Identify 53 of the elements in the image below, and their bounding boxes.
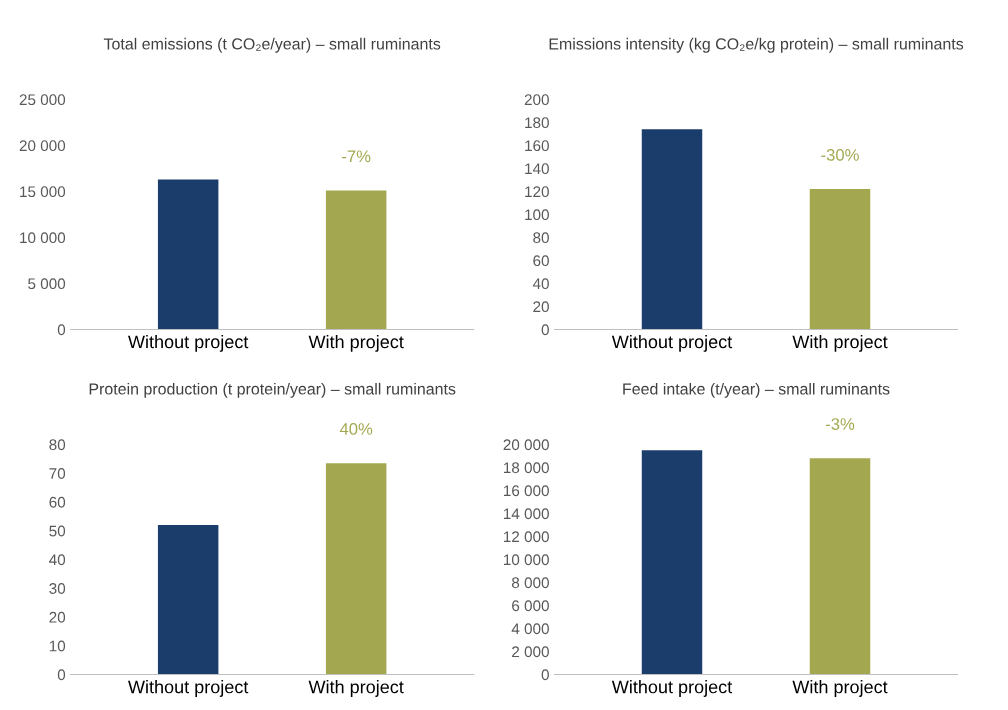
y-tick-label: 20 (533, 301, 549, 313)
chart-title: Protein production (t protein/year) – small ruminants (89, 382, 456, 398)
y-tick-label: 0 (57, 324, 66, 336)
chart-title: Emissions intensity (kg CO₂e/kg protein) – small ruminants (549, 37, 964, 53)
y-tick-label: 4 000 (511, 623, 549, 635)
y-tick-label: 40 (49, 554, 66, 566)
y-tick-label: 10 (49, 640, 66, 652)
x-tick-label: Without project (128, 335, 249, 352)
y-tick-label: 60 (533, 255, 549, 267)
annotation: 40% (339, 423, 373, 435)
x-tick-label: With project (308, 335, 404, 352)
annotation: -7% (342, 150, 371, 163)
chart-title: Total emissions (t CO₂e/year) – small ruminants (103, 37, 441, 53)
y-tick-label: 12 000 (503, 531, 549, 543)
y-tick-label: 50 (49, 525, 66, 537)
y-tick-label: 120 (525, 186, 549, 198)
y-tick-label: 15 000 (20, 186, 66, 198)
y-tick-label: 40 (532, 278, 549, 290)
y-tick-label: 6 000 (512, 600, 549, 612)
x-tick-label: Without project (128, 680, 249, 697)
y-tick-label: 200 (524, 94, 549, 106)
annotation: -3% (825, 418, 855, 430)
y-tick-label: 0 (541, 669, 549, 681)
y-tick-label: 160 (525, 140, 549, 152)
y-tick-label: 0 (57, 669, 66, 681)
y-tick-label: 20 000 (503, 439, 549, 451)
y-tick-label: 10 000 (503, 554, 549, 566)
x-tick-label: With project (792, 335, 888, 352)
y-tick-label: 140 (525, 163, 549, 175)
y-tick-label: 70 (49, 468, 66, 479)
x-tick-label: Without project (611, 680, 733, 697)
y-tick-label: 25 000 (19, 94, 66, 106)
y-tick-label: 0 (541, 324, 549, 336)
y-tick-label: 80 (49, 439, 66, 451)
chart-title: Feed intake (t/year) – small ruminants (623, 382, 890, 398)
y-tick-label: 5 000 (28, 278, 66, 290)
y-tick-label: 60 (49, 496, 66, 508)
y-tick-label: 80 (533, 232, 549, 244)
y-tick-label: 14 000 (503, 508, 549, 520)
y-tick-label: 180 (525, 117, 549, 129)
annotation: -30% (821, 149, 859, 161)
x-tick-label: With project (792, 680, 888, 697)
y-tick-label: 16 000 (503, 485, 549, 497)
y-tick-label: 20 000 (19, 140, 66, 152)
y-tick-label: 100 (525, 209, 549, 221)
y-tick-label: 30 (49, 583, 66, 594)
y-tick-label: 20 (49, 611, 66, 623)
y-tick-label: 2 000 (512, 646, 549, 658)
y-tick-label: 8 000 (511, 577, 549, 589)
x-tick-label: With project (308, 680, 404, 697)
y-tick-label: 10 000 (20, 232, 66, 244)
y-tick-label: 18 000 (503, 462, 549, 474)
x-tick-label: Without project (611, 335, 733, 352)
